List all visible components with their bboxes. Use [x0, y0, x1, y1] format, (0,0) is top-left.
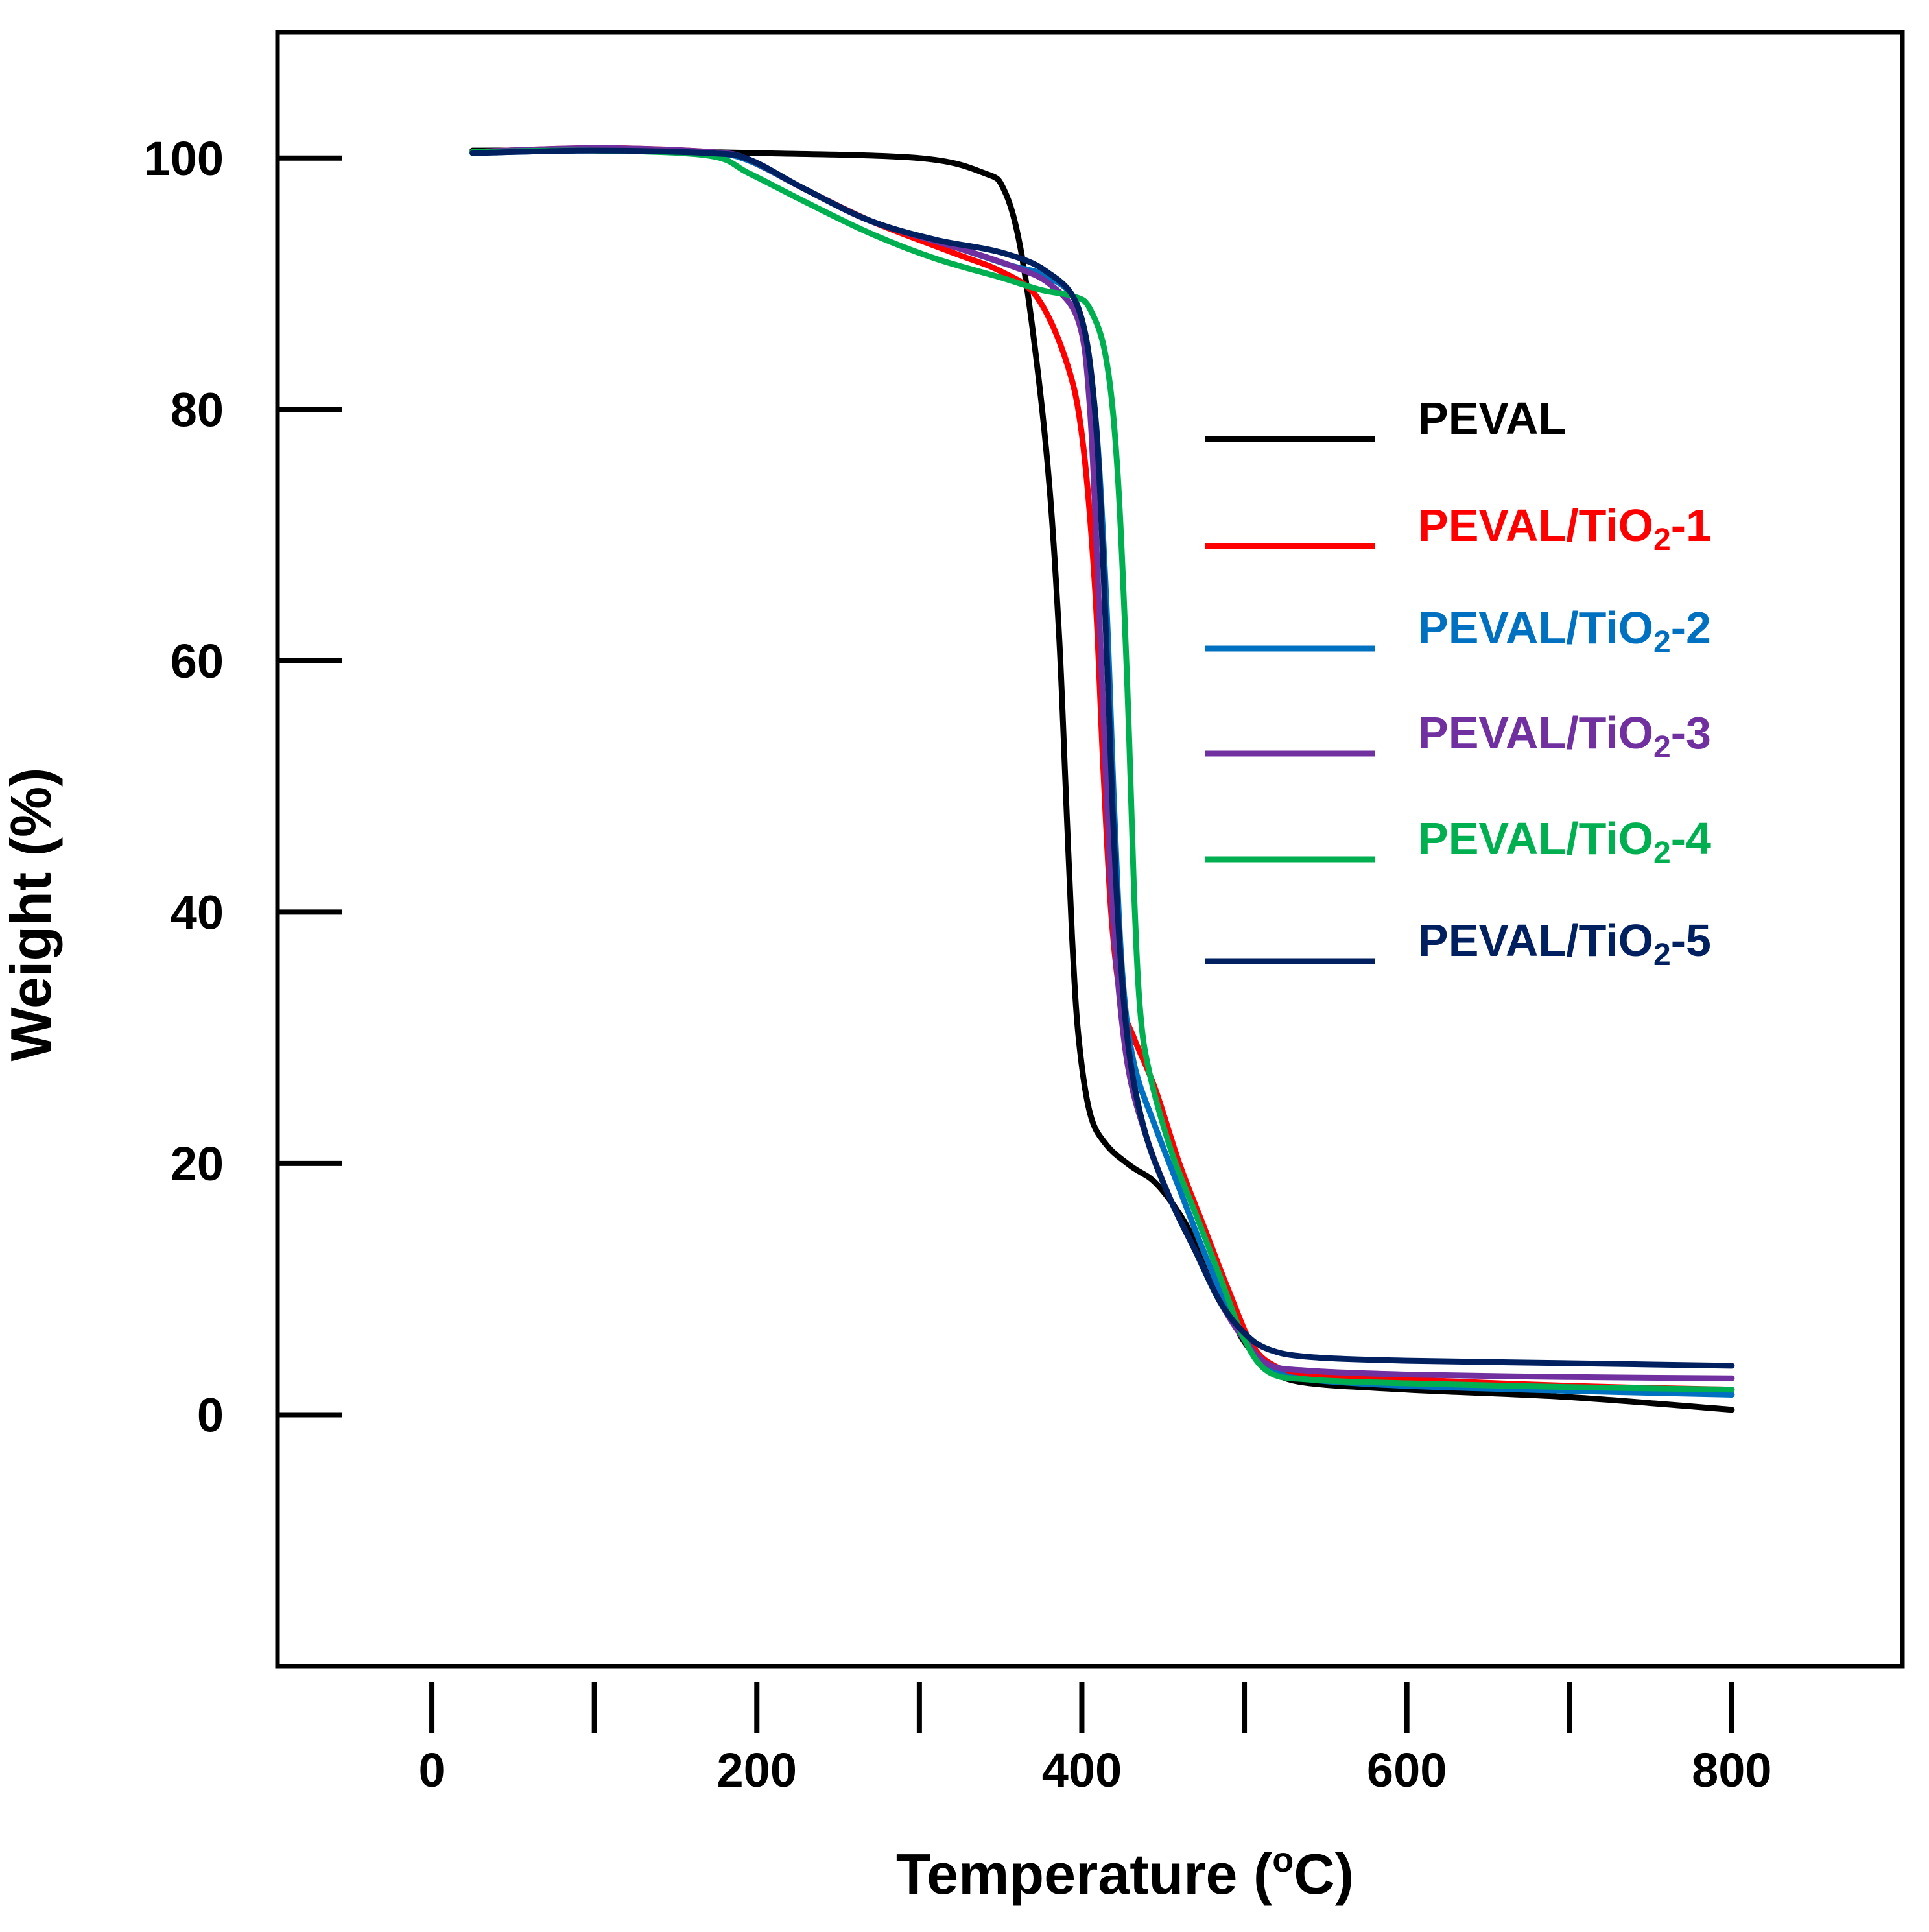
- plot-frame: [275, 30, 1905, 1669]
- x-tick-label: 600: [1367, 1743, 1447, 1797]
- y-axis-ticks: 0 20 40 60 80 100: [144, 132, 342, 1442]
- x-axis-label: Temperature (oC): [896, 1841, 1354, 1906]
- series-line-peval-tio2-4: [469, 147, 1735, 1393]
- x-tick-label: 800: [1692, 1743, 1771, 1797]
- legend-label: PEVAL: [1418, 393, 1566, 444]
- y-tick-label: 60: [171, 634, 224, 688]
- legend: PEVAL PEVAL/TiO2-1 PEVAL/TiO2-2 PEVAL/TiO2-…: [1205, 393, 1711, 972]
- legend-label: PEVAL/TiO2-4: [1418, 813, 1711, 870]
- x-tick-label: 400: [1042, 1743, 1122, 1797]
- x-axis-label-end: C): [1294, 1842, 1354, 1906]
- series-layer: [469, 145, 1735, 1413]
- y-tick-label: 40: [171, 885, 224, 939]
- y-tick-label: 100: [144, 132, 224, 185]
- x-tick-label: 200: [717, 1743, 797, 1797]
- y-tick-label: 80: [171, 383, 224, 436]
- x-tick-label: 0: [418, 1743, 445, 1797]
- y-axis-label: Weight (%): [0, 768, 63, 1062]
- legend-label: PEVAL/TiO2-2: [1418, 602, 1711, 660]
- x-axis-label-superscript: o: [1272, 1841, 1294, 1879]
- legend-label: PEVAL/TiO2-5: [1418, 915, 1711, 972]
- series-line-peval-tio2-5: [469, 147, 1735, 1369]
- y-tick-label: 0: [197, 1388, 224, 1442]
- x-axis-ticks: 0 200 400 600 800: [418, 1682, 1772, 1797]
- x-axis-label-main: Temperature (: [896, 1842, 1273, 1906]
- y-tick-label: 20: [171, 1137, 224, 1191]
- legend-label: PEVAL/TiO2-1: [1418, 500, 1711, 557]
- legend-label: PEVAL/TiO2-3: [1418, 708, 1711, 765]
